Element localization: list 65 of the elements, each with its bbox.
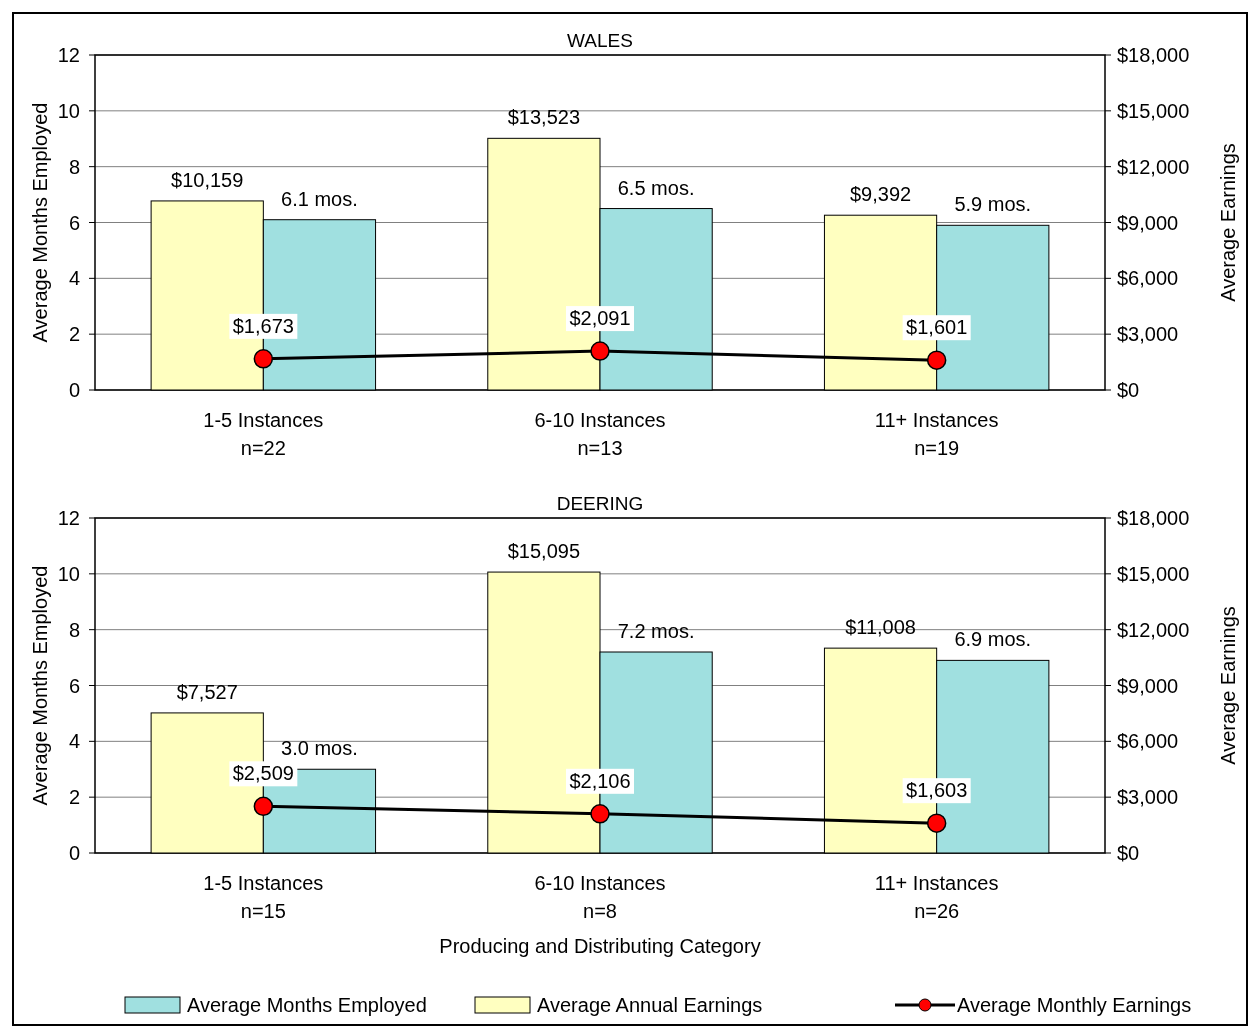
y-tick-label: 2	[68, 786, 80, 809]
data-label: 6.9 mos.	[954, 628, 1032, 651]
y2-tick-label: $15,000	[1117, 99, 1190, 122]
x-tick-label: 1-5 Instances n=15	[203, 872, 324, 922]
legend-label: Average Monthly Earnings	[957, 994, 1192, 1016]
point	[590, 341, 610, 361]
data-label: $13,523	[507, 106, 581, 129]
y-tick-label: 2	[68, 323, 80, 346]
y-tick-label: 8	[68, 618, 80, 641]
y2-tick-label: $0	[1117, 842, 1140, 864]
legend-label: Average Annual Earnings	[537, 994, 763, 1016]
y-axis-title: Average Months Employed	[29, 565, 51, 806]
data-label: 5.9 mos.	[954, 193, 1032, 216]
chart-title: WALES	[567, 30, 633, 51]
y2-tick-label: $3,000	[1117, 323, 1179, 346]
data-label: $2,106	[569, 769, 631, 792]
data-label: $7,527	[176, 680, 238, 703]
point	[253, 349, 274, 369]
data-label: 7.2 mos.	[617, 620, 695, 642]
y-tick-label: 4	[68, 730, 80, 753]
y-tick-label: 10	[57, 99, 80, 122]
y2-tick-label: $9,000	[1117, 211, 1179, 234]
chart-title: DEERING	[556, 493, 644, 514]
y2-axis-title: Average Earnings	[1217, 606, 1239, 765]
y-tick-label: 0	[68, 379, 80, 401]
y-tick-label: 6	[68, 674, 80, 697]
point	[926, 350, 947, 370]
data-label: $1,673	[232, 314, 294, 337]
data-label: $11,008	[845, 616, 916, 639]
y-tick-label: 4	[68, 267, 80, 290]
y2-tick-label: $6,000	[1117, 730, 1179, 753]
data-label: $2,091	[569, 307, 631, 330]
data-label: $15,095	[507, 540, 581, 563]
y-tick-label: 8	[68, 155, 80, 178]
y-tick-label: 12	[57, 44, 80, 66]
data-label: 6.5 mos.	[617, 176, 695, 199]
x-tick-label: 11+ Instances n=19	[874, 409, 999, 459]
y2-tick-label: $18,000	[1117, 507, 1190, 529]
y2-tick-label: $6,000	[1117, 267, 1179, 290]
data-label: $2,509	[232, 762, 294, 785]
data-label: $1,601	[906, 316, 968, 339]
data-label: $10,159	[171, 168, 244, 191]
y2-tick-label: $3,000	[1117, 786, 1179, 809]
x-tick-label: 11+ Instances n=26	[874, 872, 999, 922]
y2-tick-label: $9,000	[1117, 674, 1179, 697]
y-tick-label: 0	[68, 842, 80, 864]
y-axis-title: Average Months Employed	[29, 102, 51, 343]
y-tick-label: 6	[68, 211, 80, 234]
y-tick-label: 10	[57, 562, 80, 585]
y2-tick-label: $18,000	[1117, 44, 1190, 66]
data-label: $1,603	[906, 779, 968, 802]
y2-tick-label: $12,000	[1117, 155, 1190, 178]
y2-tick-label: $12,000	[1117, 618, 1190, 641]
y2-tick-label: $0	[1117, 379, 1140, 401]
y2-tick-label: $15,000	[1117, 562, 1190, 585]
y-tick-label: 12	[57, 507, 80, 529]
x-tick-label: 1-5 Instances n=22	[203, 409, 324, 459]
legend-label: Average Months Employed	[187, 994, 427, 1016]
data-label: $9,392	[849, 183, 912, 206]
x-tick-label: 6-10 Instances n=13	[534, 409, 666, 459]
y2-axis-title: Average Earnings	[1217, 143, 1239, 302]
x-tick-label: 6-10 Instances n=8	[534, 872, 666, 922]
data-label: 6.1 mos.	[281, 187, 358, 210]
data-label: 3.0 mos.	[281, 737, 358, 760]
x-axis-title: Producing and Distributing Category	[439, 935, 761, 957]
